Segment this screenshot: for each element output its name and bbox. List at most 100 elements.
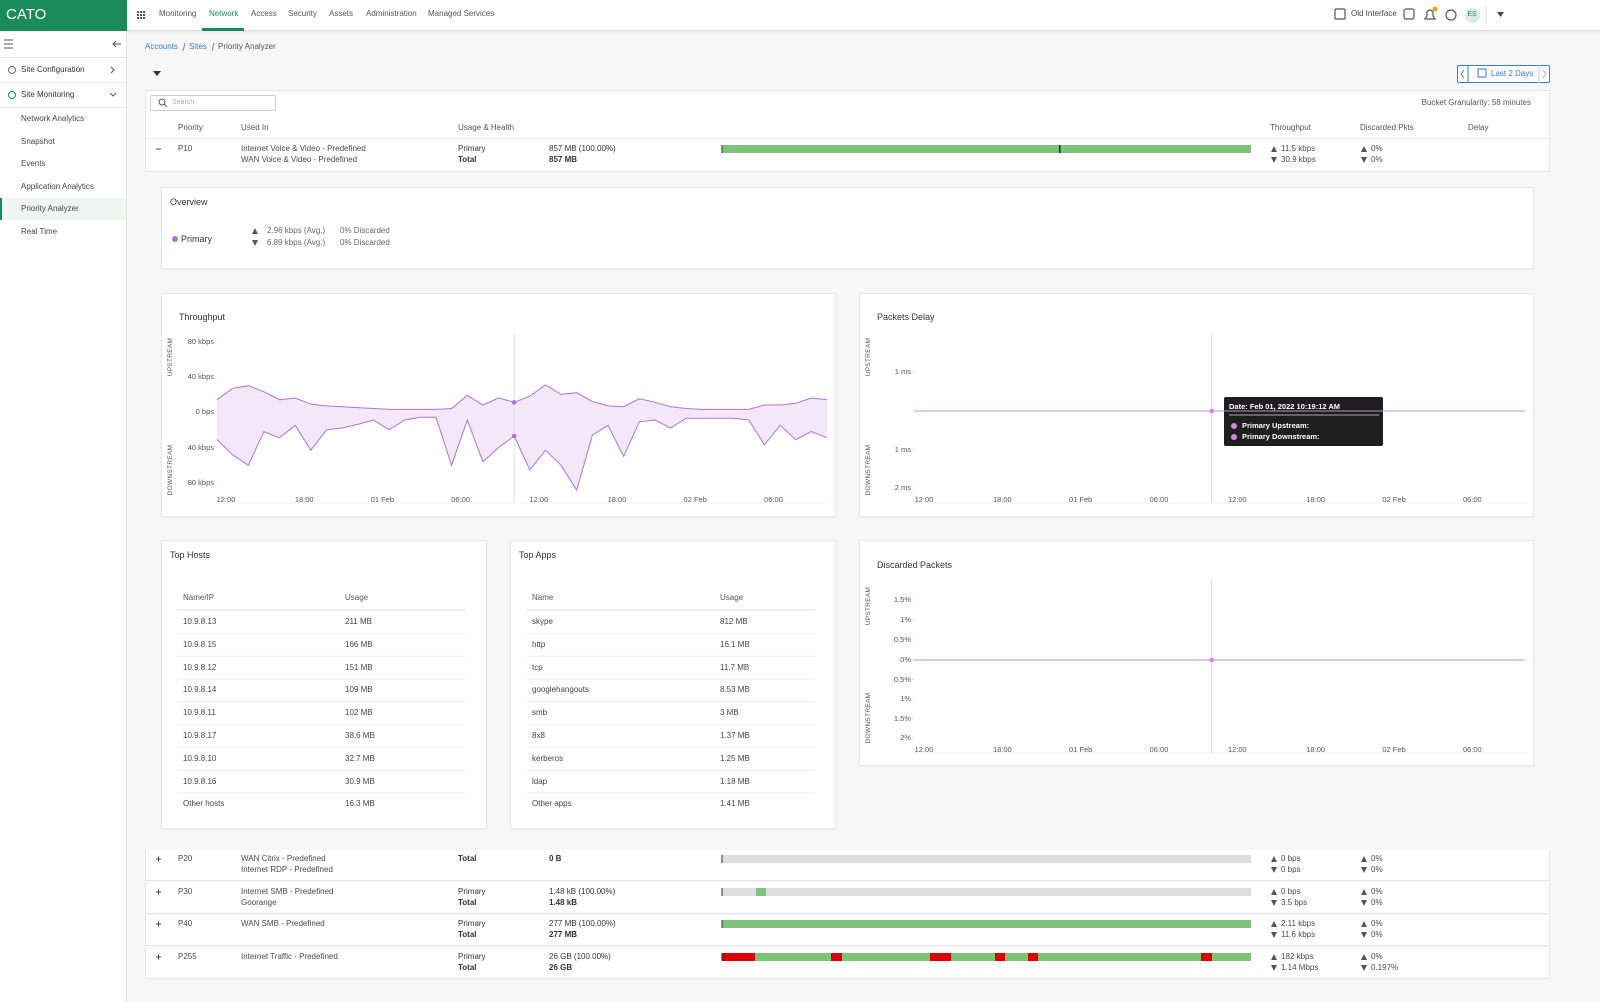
column-header: Discarded Pkts (1360, 123, 1414, 132)
y-tick-label: 1.5% (893, 595, 911, 604)
discarded: 0% (1371, 887, 1383, 896)
table-cell: 16.1 MB (720, 639, 750, 649)
x-tick-label: 02 Feb (683, 495, 707, 504)
discarded: 0% (1371, 930, 1383, 939)
discarded: 0% (1371, 155, 1383, 164)
nav-item[interactable]: Managed Services (428, 9, 495, 18)
x-tick-label: 01 Feb (370, 495, 395, 504)
x-tick-label: 01 Feb (1068, 745, 1093, 754)
throughput: 3.5 bps (1281, 898, 1308, 907)
table-cell: 38.6 MB (345, 731, 375, 740)
nav-item[interactable]: Administration (366, 9, 417, 18)
x-tick-label: 06:00 (1462, 495, 1482, 504)
table-cell: smb (532, 708, 548, 718)
y-tick-label: 40 kbps (187, 442, 214, 452)
sidebar-item[interactable]: Network Analytics (21, 114, 85, 123)
nav-item[interactable]: Network (209, 9, 239, 18)
discarded: 0% (1371, 952, 1383, 961)
x-tick-label: 18:00 (992, 495, 1012, 504)
table-row[interactable] (145, 850, 1550, 881)
table-cell: skype (532, 617, 553, 626)
chart-title: Throughput (179, 312, 226, 322)
overview-name: Primary (181, 234, 212, 244)
table-cell: 1.37 MB (720, 731, 750, 740)
table-cell: 1.41 MB (720, 799, 750, 809)
breadcrumb-item[interactable]: Sites (189, 42, 207, 51)
nav-item[interactable]: Monitoring (159, 9, 197, 18)
search-box[interactable] (150, 95, 276, 111)
used-in: Internet SMB - Predefined (241, 887, 334, 896)
date-range[interactable]: Last 2 Days (1491, 69, 1534, 78)
usage-label: Primary (458, 952, 486, 961)
table-cell: 16.3 MB (345, 799, 375, 809)
table-cell: 10.9.8.12 (183, 662, 217, 672)
x-tick-label: 02 Feb (1382, 745, 1406, 754)
usage-label: Total (458, 155, 477, 164)
breadcrumb-item[interactable]: Accounts (145, 42, 178, 51)
priority: P10 (178, 144, 193, 153)
used-in: Internet Voice & Video - Predefined (241, 144, 366, 153)
table-cell: Other apps (532, 799, 572, 809)
sidebar-item[interactable]: Snapshot (21, 136, 55, 146)
used-in: WAN Citrix - Predefined (241, 854, 326, 863)
nav-item[interactable]: Access (251, 9, 277, 18)
table-cell: 11.7 MB (720, 662, 750, 672)
discarded: 0% (1371, 865, 1383, 874)
logo: CATO (6, 6, 47, 23)
table-cell: 10.9.8.17 (183, 731, 217, 740)
y-tick-label: 1% (900, 694, 911, 704)
x-tick-label: 02 Feb (1382, 495, 1406, 504)
table-row[interactable] (145, 948, 1550, 979)
tooltip (1224, 397, 1383, 446)
x-tick-label: 06:00 (1149, 745, 1169, 754)
priority: P30 (178, 887, 193, 896)
sidebar-item[interactable]: Real Time (21, 227, 58, 236)
used-in: Internet Traffic - Predefined (241, 952, 338, 961)
table-row[interactable] (145, 915, 1550, 946)
table-cell: 32.7 MB (345, 753, 375, 763)
overview-up: 2.96 kbps (Avg.) (267, 226, 326, 235)
table-cell: tcp (532, 662, 543, 672)
logo-block (0, 0, 127, 31)
y-tick-label: 1 ms (894, 444, 911, 454)
sidebar-section[interactable]: Site Configuration (21, 65, 85, 74)
sidebar-item[interactable]: Application Analytics (21, 181, 94, 191)
table-row[interactable] (145, 883, 1550, 914)
used-in: WAN SMB - Predefined (241, 919, 325, 928)
sidebar-divider (0, 57, 127, 58)
old-interface-link[interactable]: Old Interface (1351, 9, 1397, 18)
sidebar-item[interactable]: Events (21, 159, 46, 169)
nav-item[interactable]: Security (288, 9, 317, 18)
sidebar-item[interactable]: Priority Analyzer (21, 204, 79, 214)
priority: P40 (178, 919, 193, 928)
y-tick-label: 1.5% (893, 713, 911, 723)
sidebar-section[interactable]: Site Monitoring (21, 90, 75, 99)
usage-value: 0 B (549, 854, 562, 863)
table-cell: kerberos (532, 753, 564, 763)
table-cell: 102 MB (345, 708, 373, 718)
column-header: Throughput (1270, 123, 1311, 132)
sidebar-divider (0, 82, 127, 83)
usage-value: 26 GB (549, 963, 573, 972)
throughput: 2.11 kbps (1281, 919, 1316, 928)
table-cell: 30.9 MB (345, 776, 375, 786)
x-tick-label: 18:00 (1306, 745, 1326, 754)
usage-value: 1.48 kB (100.00%) (549, 887, 616, 896)
table-cell: 211 MB (345, 617, 372, 626)
table-header: Name (532, 593, 554, 602)
bucket-granularity: Bucket Granularity: 58 minutes (1421, 98, 1531, 107)
breadcrumb-separator (211, 42, 215, 52)
x-tick-label: 12:00 (529, 495, 549, 504)
throughput: 11.6 kbps (1281, 930, 1316, 939)
discarded-card (859, 540, 1534, 766)
table-cell: 10.9.8.15 (183, 639, 217, 649)
y-tick-label: 2% (900, 733, 911, 743)
nav-item[interactable]: Assets (329, 9, 354, 18)
table-cell: 1.18 MB (720, 776, 750, 786)
discarded: 0% (1371, 919, 1383, 928)
usage-label: Total (458, 898, 477, 907)
nav-active-underline (202, 28, 244, 31)
table-header: Usage (720, 593, 744, 602)
throughput: 1.14 Mbps (1281, 963, 1319, 972)
